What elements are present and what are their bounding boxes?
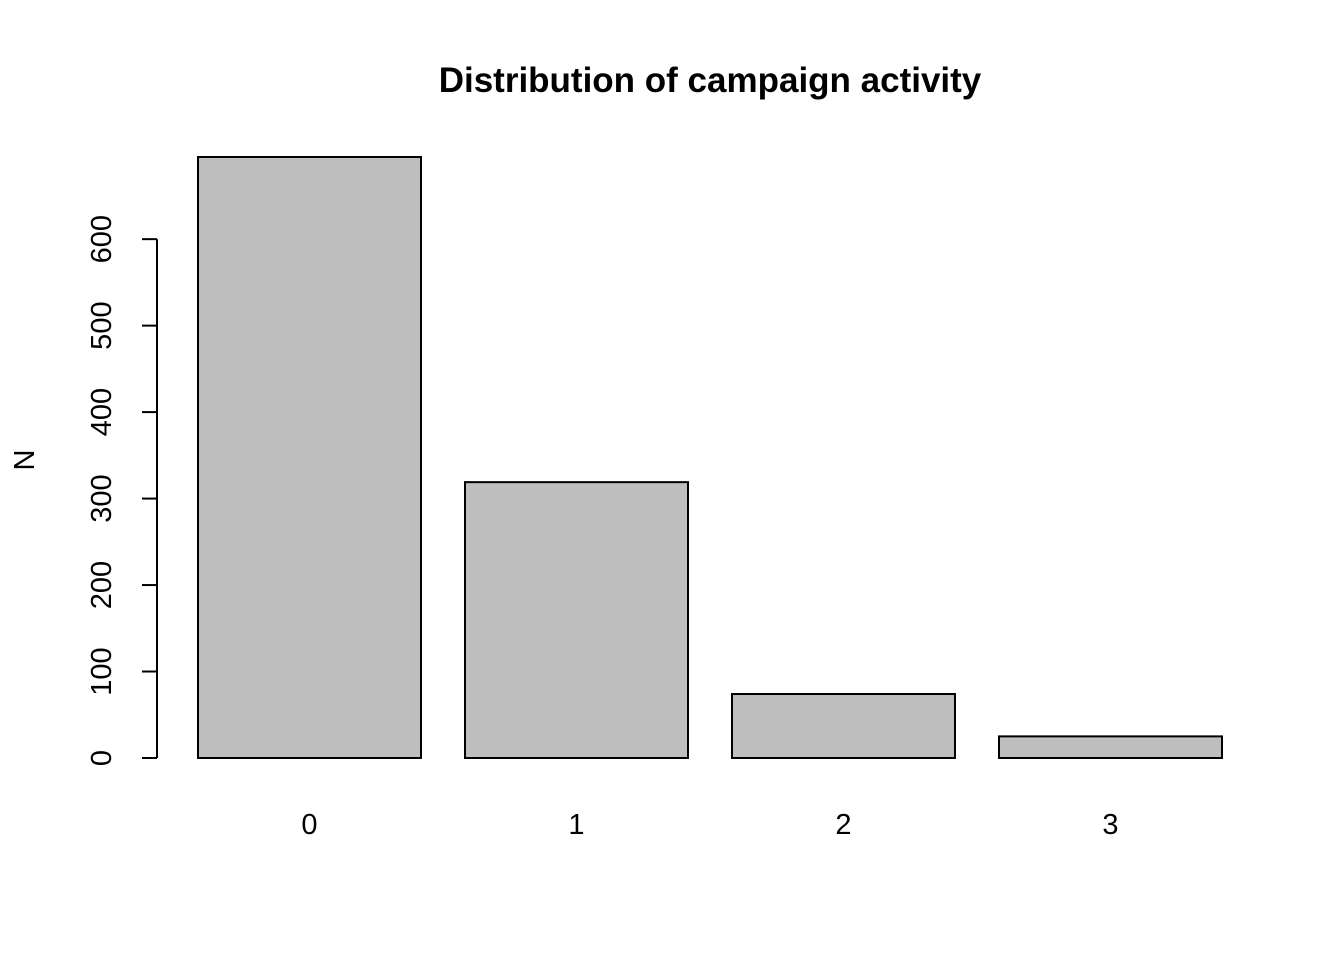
bars-group xyxy=(197,156,1223,759)
y-tick-label: 600 xyxy=(86,215,118,263)
x-tick-label: 0 xyxy=(301,809,317,841)
y-axis: 0 100 200 300 400 500 600 xyxy=(86,215,158,766)
x-tick-labels: 0 1 2 3 xyxy=(301,809,1118,841)
bar xyxy=(731,693,956,759)
chart-title: Distribution of campaign activity xyxy=(439,61,982,100)
x-tick-label: 2 xyxy=(835,809,851,841)
x-tick-label: 3 xyxy=(1102,809,1118,841)
y-tick-label: 100 xyxy=(86,647,118,695)
bar xyxy=(464,481,689,759)
y-tick-label: 0 xyxy=(86,750,118,766)
y-tick-label: 400 xyxy=(86,388,118,436)
y-tick-label: 200 xyxy=(86,561,118,609)
bar xyxy=(197,156,422,759)
y-tick-label: 500 xyxy=(86,301,118,349)
x-tick-label: 1 xyxy=(568,809,584,841)
y-axis-label: N xyxy=(9,450,41,471)
bar xyxy=(998,735,1223,759)
y-tick-label: 300 xyxy=(86,474,118,522)
